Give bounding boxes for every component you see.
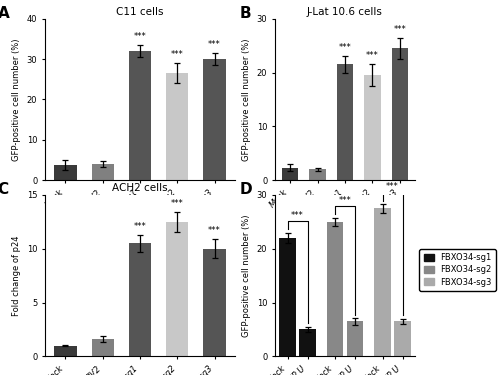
Text: A: A — [0, 6, 9, 21]
Bar — [282, 168, 298, 180]
Title: C11 cells: C11 cells — [116, 7, 164, 16]
Bar — [129, 51, 151, 180]
Text: D: D — [240, 182, 252, 197]
Text: ***: *** — [134, 32, 146, 41]
Title: ACH2 cells: ACH2 cells — [112, 183, 168, 193]
Y-axis label: GFP-positive cell number (%): GFP-positive cell number (%) — [242, 214, 251, 337]
Text: ***: *** — [134, 222, 146, 231]
Text: ***: *** — [394, 24, 406, 33]
Text: ***: *** — [291, 211, 304, 220]
Text: ***: *** — [386, 182, 399, 191]
Text: ***: *** — [338, 196, 351, 205]
Bar — [347, 321, 363, 356]
Bar — [54, 345, 76, 356]
Bar — [337, 64, 353, 180]
Bar — [374, 209, 390, 356]
Bar — [392, 48, 408, 180]
Bar — [364, 75, 380, 180]
Text: ***: *** — [171, 199, 183, 208]
Y-axis label: GFP-positive cell number (%): GFP-positive cell number (%) — [242, 38, 251, 160]
Text: B: B — [240, 6, 252, 21]
Y-axis label: Fold change of p24: Fold change of p24 — [12, 236, 22, 316]
Text: ***: *** — [208, 40, 221, 49]
Text: ***: *** — [366, 51, 379, 60]
Bar — [327, 222, 343, 356]
Bar — [129, 243, 151, 356]
Bar — [204, 249, 226, 356]
Bar — [54, 165, 76, 180]
Text: C: C — [0, 182, 8, 197]
Bar — [310, 169, 326, 180]
Bar — [300, 329, 316, 356]
Bar — [280, 238, 295, 356]
Bar — [204, 59, 226, 180]
Text: ***: *** — [208, 226, 221, 235]
Legend: FBXO34-sg1, FBXO34-sg2, FBXO34-sg3: FBXO34-sg1, FBXO34-sg2, FBXO34-sg3 — [420, 249, 496, 291]
Text: ***: *** — [338, 44, 351, 52]
Bar — [394, 321, 410, 356]
Text: ***: *** — [171, 50, 183, 59]
Title: J-Lat 10.6 cells: J-Lat 10.6 cells — [307, 7, 383, 16]
Bar — [92, 164, 114, 180]
Y-axis label: GFP-positive cell number (%): GFP-positive cell number (%) — [12, 38, 21, 160]
Bar — [166, 222, 188, 356]
Bar — [166, 73, 188, 180]
Bar — [92, 339, 114, 356]
